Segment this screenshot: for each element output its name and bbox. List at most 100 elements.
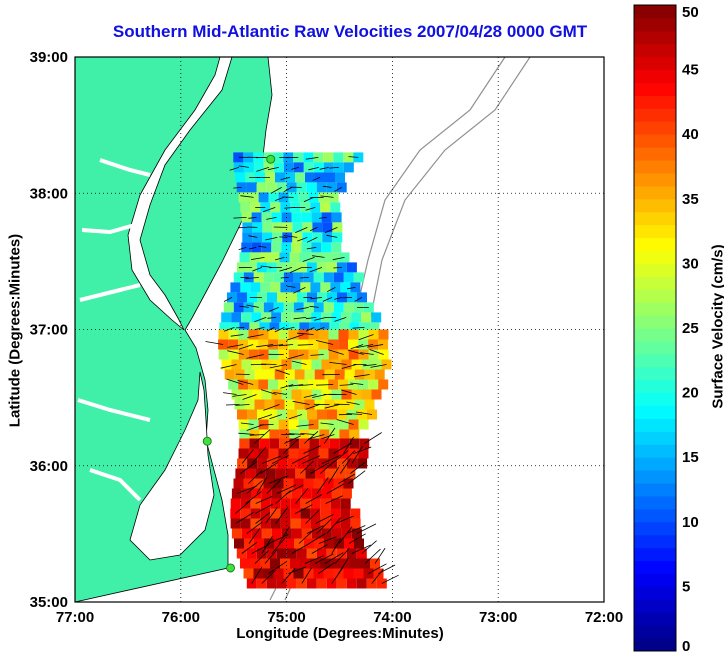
velocity-cell	[241, 359, 252, 370]
velocity-vector	[318, 217, 327, 219]
velocity-vector	[254, 327, 265, 330]
velocity-vector	[333, 267, 342, 269]
velocity-cell	[242, 232, 253, 243]
velocity-cell	[353, 568, 364, 579]
velocity-cell	[285, 468, 296, 479]
velocity-vector	[324, 552, 344, 564]
velocity-cell	[275, 468, 286, 479]
velocity-cell	[333, 152, 344, 163]
colorbar-segment	[634, 366, 676, 381]
y-tick-label: 38:00	[30, 185, 68, 202]
velocity-cell	[293, 478, 304, 489]
velocity-cell	[263, 272, 274, 283]
velocity-cell	[269, 438, 280, 449]
velocity-cell	[291, 389, 302, 400]
velocity-cell	[321, 359, 332, 370]
velocity-vector	[238, 432, 255, 435]
velocity-vector	[306, 247, 317, 250]
velocity-cell	[303, 152, 314, 163]
velocity-vector	[305, 157, 319, 160]
velocity-vector	[341, 389, 357, 395]
velocity-vector	[319, 167, 329, 170]
velocity-cell	[268, 192, 279, 203]
velocity-vector	[298, 531, 313, 544]
velocity-vector	[332, 257, 345, 261]
velocity-vector	[286, 484, 304, 494]
velocity-cell	[273, 152, 284, 163]
velocity-vector	[303, 445, 321, 454]
velocity-vector	[280, 177, 291, 180]
velocity-vector	[295, 488, 309, 504]
velocity-cell	[368, 379, 379, 390]
velocity-cell	[364, 399, 375, 410]
river	[99, 158, 151, 177]
velocity-vector	[288, 433, 305, 435]
velocity-cell	[273, 568, 284, 579]
velocity-cell	[343, 302, 354, 313]
velocity-vector	[266, 327, 275, 332]
velocity-vector	[334, 297, 343, 300]
velocity-vector	[309, 305, 319, 308]
velocity-vector	[280, 384, 294, 389]
velocity-cell	[333, 302, 344, 313]
velocity-cell	[233, 478, 244, 489]
colorbar-segment	[634, 638, 676, 652]
velocity-cell	[318, 329, 329, 340]
velocity-vector	[256, 476, 268, 494]
velocity-vector	[246, 424, 264, 431]
y-tick-label: 39:00	[30, 49, 68, 66]
velocity-vector	[268, 475, 289, 484]
velocity-cell	[258, 192, 269, 203]
velocity-vector	[248, 235, 258, 238]
colorbar-segment	[634, 508, 676, 523]
velocity-cell	[231, 528, 242, 539]
river	[81, 223, 136, 235]
velocity-vector	[338, 526, 353, 544]
velocity-vector	[334, 317, 347, 322]
velocity-cell	[330, 498, 341, 509]
velocity-cell	[298, 339, 309, 350]
velocity-vector	[310, 462, 330, 474]
velocity-vector	[331, 537, 342, 554]
river	[89, 468, 142, 502]
velocity-cell	[323, 302, 334, 313]
x-tick-label: 75:00	[267, 609, 305, 626]
velocity-vector	[318, 562, 335, 574]
velocity-cell	[278, 379, 289, 390]
velocity-vector	[252, 267, 263, 272]
velocity-vector	[324, 227, 338, 234]
colorbar-segment	[634, 457, 676, 471]
velocity-vector	[341, 364, 357, 369]
velocity-vector	[300, 433, 315, 435]
velocity-cell	[277, 292, 287, 303]
velocity-vector	[260, 265, 272, 268]
velocity-vector	[267, 344, 284, 347]
velocity-vector	[249, 434, 265, 436]
velocity-cell	[295, 172, 305, 183]
velocity-vector	[295, 227, 308, 233]
velocity-cell	[336, 578, 347, 589]
velocity-cell	[333, 272, 344, 283]
velocity-cell	[245, 468, 256, 479]
velocity-vector	[268, 534, 289, 544]
velocity-vector	[336, 419, 354, 425]
velocity-cell	[266, 578, 277, 589]
velocity-cell	[303, 162, 314, 173]
velocity-cell	[238, 192, 249, 203]
velocity-vector	[280, 277, 289, 279]
colorbar-tick-label: 20	[682, 385, 699, 402]
radar-station	[226, 563, 236, 573]
velocity-cell	[286, 578, 297, 589]
velocity-vector	[279, 236, 288, 238]
velocity-vector	[245, 491, 262, 504]
velocity-vector	[351, 544, 371, 554]
velocity-vector	[318, 536, 337, 544]
velocity-vector	[371, 568, 384, 584]
velocity-vector	[261, 535, 273, 554]
colorbar-segment	[634, 353, 676, 368]
velocity-vector	[293, 317, 307, 320]
velocity-cell	[293, 302, 304, 313]
velocity-cell	[311, 212, 322, 223]
velocity-vector	[205, 341, 224, 345]
velocity-cell	[297, 292, 307, 303]
